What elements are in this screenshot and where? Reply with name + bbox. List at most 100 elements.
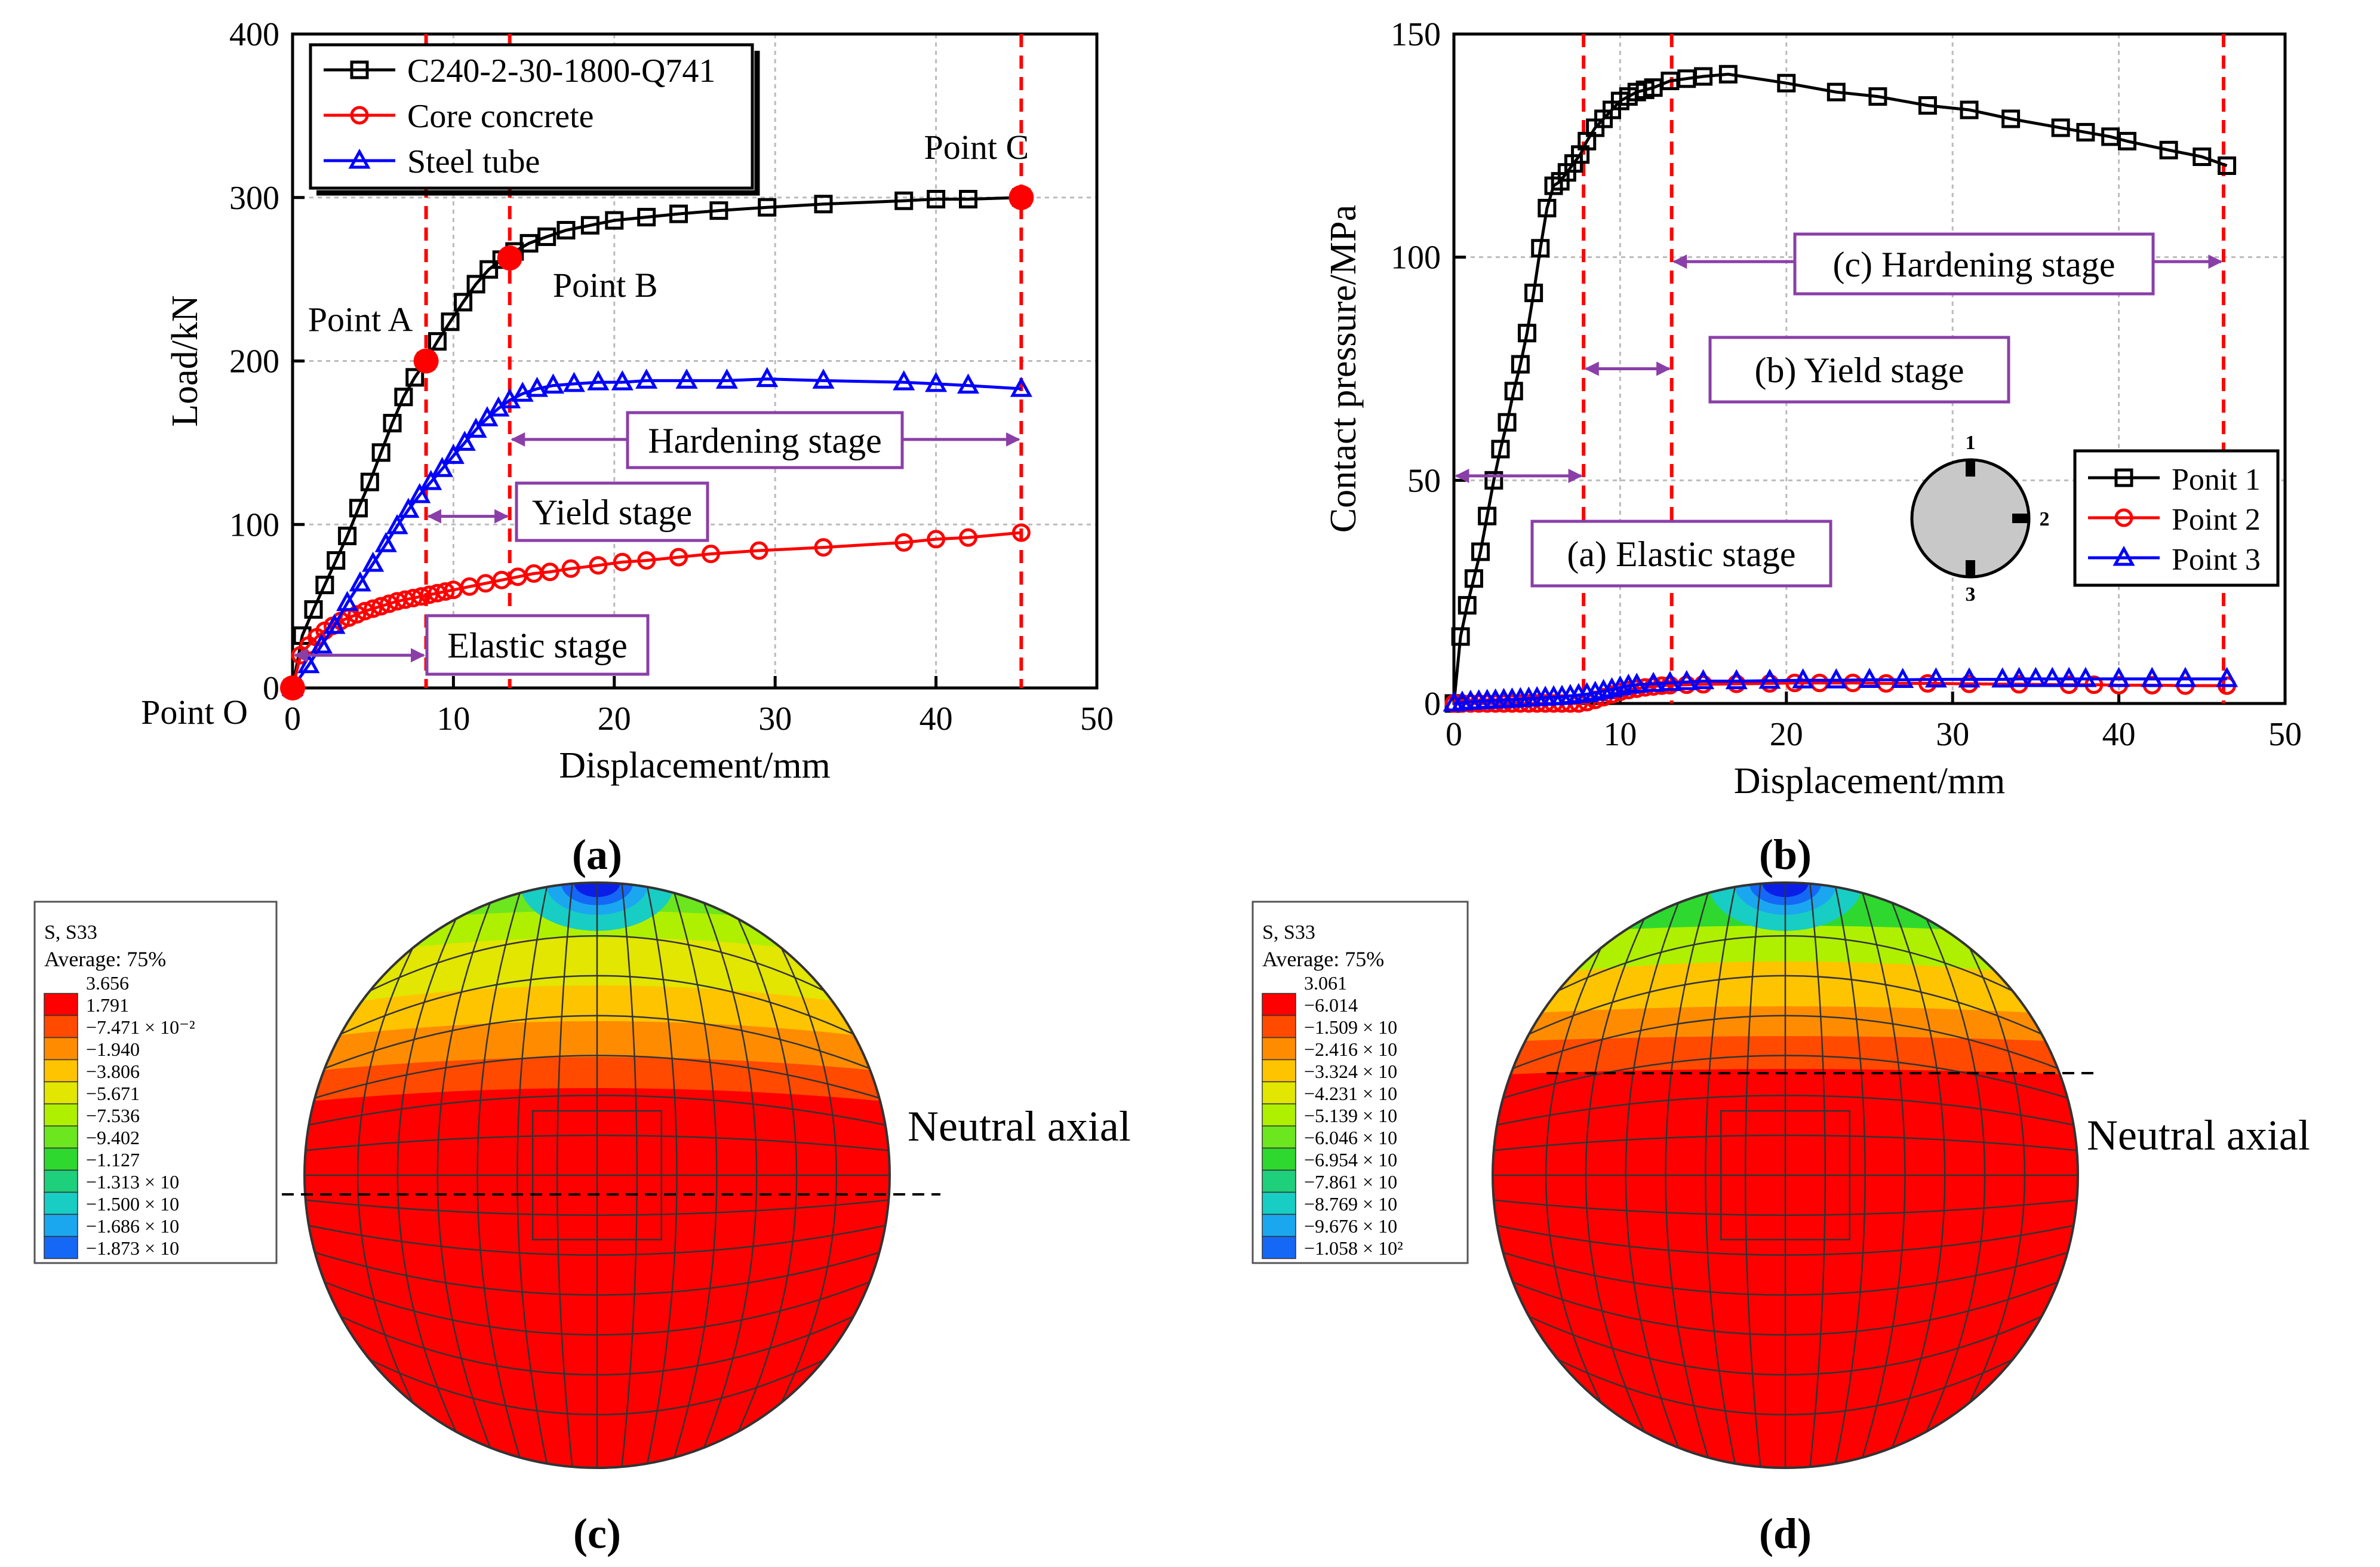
data-point [613, 552, 632, 572]
data-point [1918, 96, 1937, 115]
mesh-line [1493, 1248, 2078, 1296]
data-point [338, 526, 357, 545]
data-point [315, 576, 334, 595]
legend-marker [350, 60, 369, 79]
data-point [1531, 239, 1550, 258]
mesh-line [305, 1134, 890, 1152]
data-point [1924, 667, 1947, 688]
legend-marker [2114, 468, 2133, 487]
data-point [442, 444, 465, 464]
key-point [280, 675, 305, 700]
gauge-label-2: 2 [2040, 508, 2050, 530]
data-point [2076, 122, 2095, 142]
x-tick-label: 40 [920, 700, 953, 738]
data-point [635, 368, 658, 389]
mesh-line [1493, 1320, 2078, 1416]
data-point [1792, 668, 1815, 689]
data-point [1826, 82, 1846, 102]
data-point [431, 457, 454, 477]
contour-legend-swatch [44, 1213, 78, 1237]
contour-legend-swatch [44, 1059, 78, 1083]
data-point [454, 293, 473, 312]
contour-legend-value: −1.500 × 10 [86, 1193, 179, 1215]
y-tick-label: 50 [1407, 462, 1441, 499]
data-point [355, 601, 374, 620]
chart-b: 0 10 20 30 40 50 0 50 100 150 Displacement/mm Conta… [1323, 16, 2302, 801]
series-2 [281, 367, 1032, 696]
gauge-point-3 [1966, 560, 1975, 576]
contour-legend-swatch [44, 1147, 78, 1171]
series-line [291, 377, 1022, 689]
contour-legend-swatch [44, 1103, 78, 1127]
mesh-line [1493, 1095, 2078, 1127]
stage-label-box [425, 614, 650, 676]
contour-legend-swatch [44, 1125, 78, 1149]
data-point [562, 371, 585, 392]
y-tick-label: 150 [1391, 16, 1441, 53]
data-point [561, 559, 580, 578]
stage-label: Yield stage [532, 493, 692, 532]
data-point [1991, 667, 2014, 688]
mesh-line [1493, 1272, 2078, 1336]
y-tick-label: 0 [263, 670, 279, 707]
data-point [2216, 666, 2238, 687]
data-point [927, 530, 946, 549]
stage-label: Hardening stage [648, 421, 882, 460]
contour-legend-swatch [1262, 1103, 1296, 1127]
data-point [1777, 73, 1796, 93]
contour-legend-value: −2.416 × 10 [1304, 1038, 1397, 1060]
data-point [362, 551, 385, 572]
data-point [1692, 669, 1715, 690]
y-tick-label: 100 [229, 506, 279, 543]
data-point [386, 514, 408, 534]
legend-marker [2114, 508, 2133, 527]
mesh-line [1493, 1134, 2078, 1152]
mesh-line [1493, 1296, 2078, 1376]
data-point [1694, 67, 1713, 86]
data-point [812, 368, 835, 389]
data-point [1625, 672, 1648, 693]
data-point [383, 414, 402, 433]
stage-label-box [1530, 520, 1832, 588]
y-axis-label: Load/kN [165, 295, 205, 426]
contour-legend-value: −1.127 [86, 1149, 140, 1170]
data-point [2041, 666, 2064, 687]
contour-legend-swatch [44, 993, 78, 1016]
section-outline [1492, 881, 2079, 1469]
mesh-line [1493, 1015, 2078, 1079]
contour-legend-swatch [44, 1081, 78, 1105]
contour-legend-value: −1.940 [86, 1038, 140, 1060]
x-tick-label: 30 [758, 700, 792, 738]
series-1 [283, 523, 1031, 698]
data-point [420, 469, 442, 490]
plot-frame [1452, 32, 2287, 705]
data-point [675, 368, 698, 389]
data-point [1659, 671, 1681, 692]
mesh-line [305, 1015, 890, 1079]
contour-legend-value: −6.014 [1304, 994, 1358, 1016]
data-point [814, 538, 833, 557]
contour-legend-swatch [44, 1037, 78, 1061]
contour-legend-swatch [1262, 1081, 1296, 1105]
legend-marker [348, 148, 371, 169]
stage-label: Elastic stage [447, 626, 628, 665]
data-point [1725, 669, 1748, 690]
data-point [893, 370, 915, 391]
data-point [701, 545, 720, 564]
legend-marker [350, 106, 369, 125]
data-point [958, 528, 977, 547]
contour-legend-swatch [1262, 1015, 1296, 1038]
mesh-line [1493, 935, 2078, 1030]
data-point [542, 373, 564, 394]
contour-legend-value: 1.791 [86, 994, 129, 1016]
x-axis-label: Displacement/mm [559, 745, 831, 786]
data-point [1718, 64, 1738, 84]
contour-legend-value: −5.139 × 10 [1304, 1105, 1397, 1126]
series-line [1452, 72, 2228, 704]
contour-legend-swatch [1262, 993, 1296, 1016]
contour-legend-swatch [1262, 1213, 1296, 1237]
key-point [413, 348, 439, 374]
data-point [1491, 440, 1510, 459]
neutral-axis-label: Neutral axial [908, 1102, 1131, 1150]
